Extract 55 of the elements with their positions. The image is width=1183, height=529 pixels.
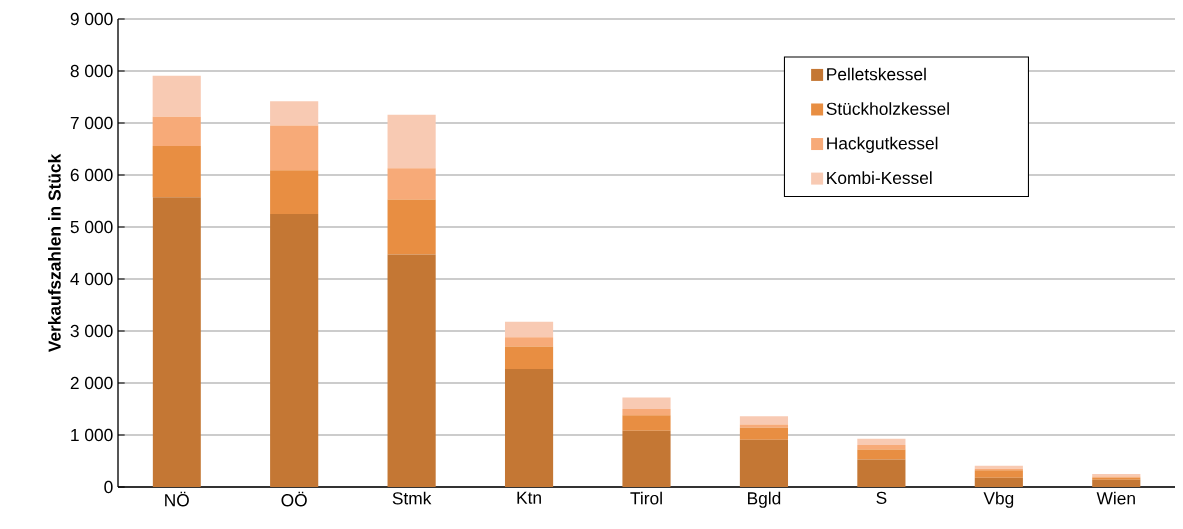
bar (152, 116, 201, 146)
bar (622, 397, 671, 409)
x-tick-label: NÖ (165, 491, 189, 507)
bar (504, 337, 554, 347)
bar (739, 427, 789, 440)
bar (857, 438, 906, 445)
bar (387, 199, 436, 255)
bar (857, 444, 906, 450)
y-tick-label: 4 000 (70, 272, 113, 286)
bar (504, 321, 554, 338)
bar (270, 214, 319, 487)
legend-label: Kombi-Kessel (827, 171, 932, 185)
bar (504, 346, 554, 369)
bar (152, 145, 201, 198)
bar (152, 197, 201, 487)
bar (622, 430, 671, 487)
y-tick-label: 3 000 (70, 324, 113, 338)
x-tick-label: Stmk (392, 491, 432, 505)
bar (387, 114, 436, 169)
bar (739, 424, 789, 428)
x-tick-label: Vbg (983, 491, 1014, 508)
bar (622, 415, 671, 431)
y-tick-label: 8 000 (70, 64, 113, 78)
bar (270, 170, 319, 214)
legend-label: Stückholzkessel (826, 102, 949, 115)
x-tick-label: Wien (1096, 491, 1135, 505)
x-tick-label: S (876, 491, 887, 504)
bar (504, 368, 554, 487)
x-tick-label: OÖ (281, 491, 307, 507)
x-tick-label: Tirol (630, 491, 662, 505)
bar (1092, 479, 1141, 487)
bar (739, 416, 789, 425)
bar (270, 101, 319, 126)
bar (857, 449, 906, 460)
bar (857, 459, 906, 487)
legend-label: Hackgutkessel (827, 136, 938, 153)
y-axis-title: Verkaufszahlen in Stück (48, 153, 61, 353)
y-tick-label: 1 000 (71, 428, 113, 442)
bar (974, 477, 1023, 487)
y-tick-label: 6 000 (70, 168, 113, 182)
y-tick-label: 0 (104, 480, 113, 494)
bar (387, 254, 436, 487)
y-tick-label: 7 000 (70, 116, 113, 130)
legend-label: Pelletskessel (827, 67, 926, 81)
y-tick-label: 9 000 (70, 12, 113, 26)
bar (387, 168, 436, 200)
bar (622, 409, 671, 416)
bar (974, 470, 1023, 478)
y-tick-label: 5 000 (70, 220, 113, 234)
x-tick-label: Bgld (748, 491, 781, 508)
x-tick-label: Ktn (517, 491, 541, 504)
bar (739, 439, 789, 487)
bar (270, 125, 319, 171)
y-tick-label: 2 000 (70, 376, 113, 390)
bar (152, 75, 201, 117)
